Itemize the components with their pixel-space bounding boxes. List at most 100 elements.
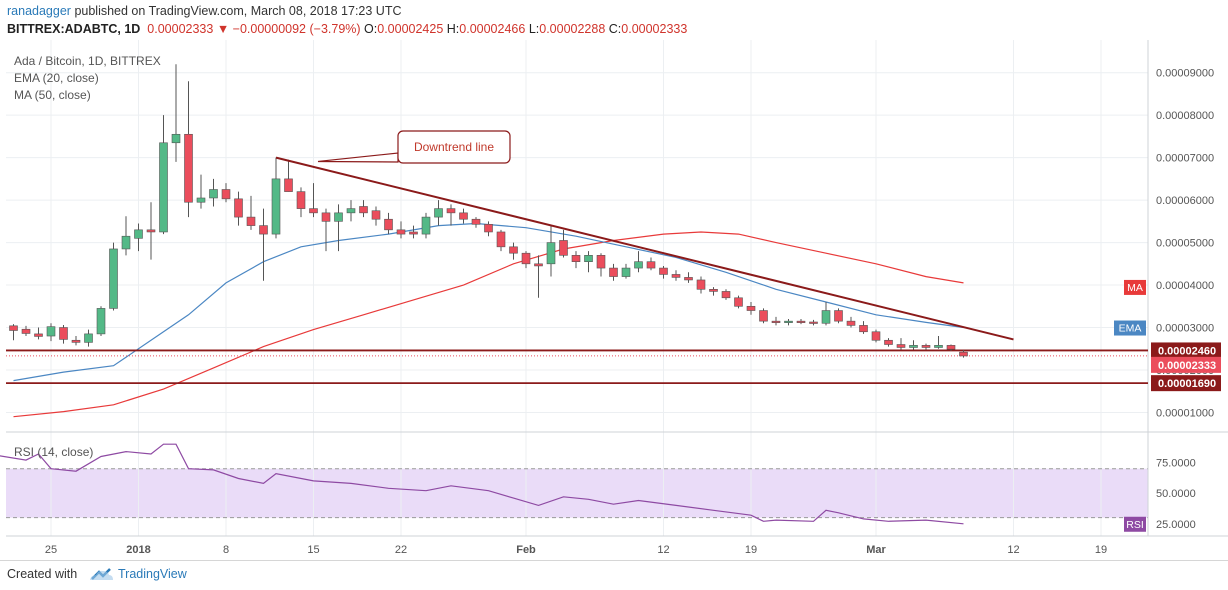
ma-line [13,231,964,418]
candle-down [846,320,856,326]
candle-up [346,208,356,214]
level-high-tag-label: 0.00002460 [1158,345,1216,357]
indicator-tag [1124,279,1146,295]
chart-header: ranadagger published on TradingView.com,… [0,0,1228,44]
footer: Created with TradingView [0,560,1228,590]
published-text: published on TradingView.com, March 08, … [74,4,402,18]
candle-up [109,248,118,309]
annotation-box [397,130,511,164]
candle-down [71,339,81,343]
candle-down [146,229,156,233]
x-tick-label: 12 [1007,544,1019,556]
x-tick-label: 12 [657,544,669,556]
candle-down [771,320,781,323]
candle-down [59,327,68,340]
candle-down [796,320,806,323]
candle-down [309,208,318,214]
candle-down [946,345,956,350]
x-tick-label: 8 [223,544,229,556]
candle-down [834,310,843,322]
candle-up [546,242,556,265]
candle-down [534,263,543,267]
symbol-label: BITTREX:ADABTC, 1D [7,22,141,36]
level-low-tag-label: 0.00001690 [1158,378,1216,390]
level-high-tag [1151,342,1221,359]
candle-down [234,198,243,218]
candle-down [884,339,893,345]
candle-down [521,252,531,265]
candle-up [334,212,343,222]
x-tick-label: Feb [516,544,536,556]
indicator-tag [1114,320,1146,336]
indicator-tag-label: MA [1127,282,1143,294]
candle-down [459,212,468,220]
candle-up [121,235,131,250]
candle-down [746,305,756,311]
x-tick-label: 2018 [126,544,150,556]
y-tick-label: 0.00006000 [1156,195,1214,207]
candle-down [646,261,656,269]
candle-up [634,261,643,269]
x-tick-label: 25 [45,544,57,556]
candle-up [271,178,281,235]
candle-down [596,255,606,269]
candle-up [584,255,593,262]
candle-down [9,325,18,331]
candle-down [284,178,293,192]
rsi-tick-label: 75.0000 [1156,458,1196,470]
legend-title: Ada / Bitcoin, 1D, BITTREX [14,54,161,68]
rsi-band [6,468,1148,518]
y-tick-label: 0.00007000 [1156,153,1214,165]
high-value: 0.00002466 [459,22,526,36]
rsi-tick-label: 50.0000 [1156,488,1196,500]
candle-down [559,240,568,256]
downtrend-line [275,156,1014,341]
candle-down [484,224,493,233]
tradingview-logo-icon[interactable] [88,566,114,582]
y-tick-label: 0.00009000 [1156,68,1214,80]
candle-down [671,274,681,278]
price-chart[interactable]: 25 2018 8 15 22 Feb 12 19 Mar 12 19 0.00001000 0.000… [0,40,1228,560]
high-label: H: [446,22,460,36]
candle-down [496,231,506,248]
candle-up [784,320,793,323]
candle-up [171,133,181,144]
candle-down [871,331,881,341]
candle-down [396,229,406,235]
rsi-line [0,443,964,525]
y-tick-label: 0.00005000 [1156,238,1214,250]
last-price: 0.00002333 [147,22,214,36]
last-price-tag [1151,356,1221,373]
candle-down [859,325,868,333]
rsi-tag-label: RSI [1126,519,1144,531]
x-tick-label: Mar [866,544,886,556]
legend-rsi: RSI (14, close) [14,445,93,459]
x-tick-label: 22 [395,544,407,556]
x-tick-label: 19 [745,544,757,556]
close-label: C: [608,22,622,36]
author-link[interactable]: ranadagger [7,4,71,18]
candle-up [96,308,106,335]
candle-down [296,191,306,209]
candle-down [471,218,481,225]
price-change: ▼ −0.00000092 (−3.79%) [216,22,361,36]
candle-up [134,229,143,239]
rsi-tag [1124,516,1146,532]
legend-ma: MA (50, close) [14,88,91,102]
tradingview-link[interactable]: TradingView [118,567,187,581]
candle-down [371,210,381,220]
y-tick-label: 0.00008000 [1156,110,1214,122]
candle-down [359,206,368,214]
candle-up [84,333,93,343]
candle-up [909,345,918,348]
symbol-line: BITTREX:ADABTC, 1D 0.00002333 ▼ −0.00000… [7,22,687,36]
candle-up [159,142,168,233]
candle-down [759,310,768,322]
level-low-tag [1151,375,1221,392]
low-value: 0.00002288 [539,22,606,36]
rsi-tick-label: 25.0000 [1156,519,1196,531]
candle-down [246,216,256,226]
ema-line [13,222,964,382]
last-price-tag-label: 0.00002333 [1158,360,1216,372]
candle-down [696,279,706,290]
